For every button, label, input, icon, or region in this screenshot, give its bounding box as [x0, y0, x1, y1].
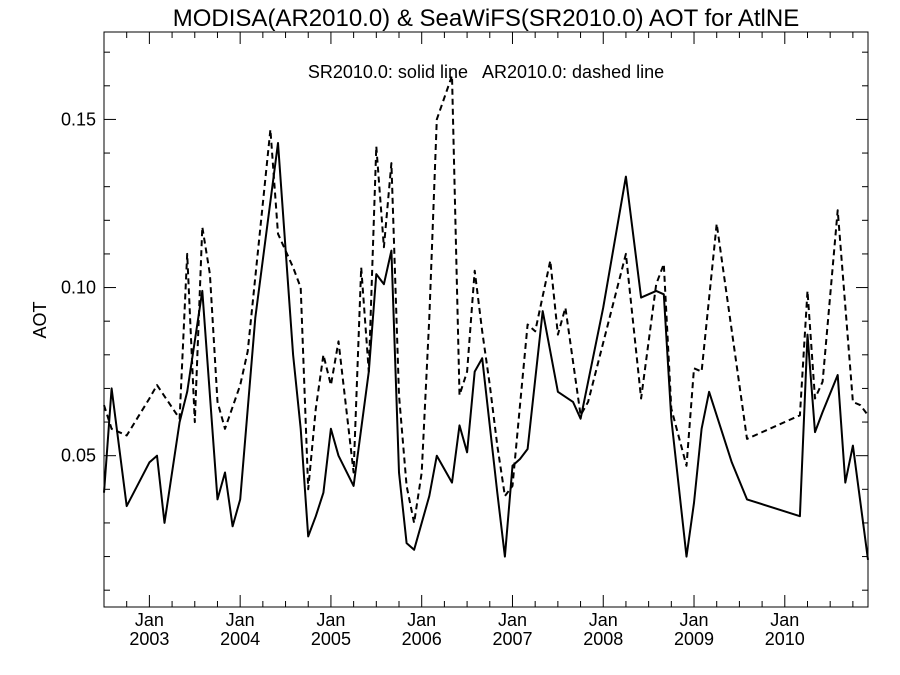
y-axis-ticks: 0.05 0.10 0.15 — [61, 51, 868, 591]
y-axis-label: AOT — [30, 301, 50, 338]
x-tick-label-year: 2003 — [129, 629, 169, 649]
x-tick-label-year: 2008 — [583, 629, 623, 649]
x-tick-label-year: 2005 — [311, 629, 351, 649]
x-tick-label-month: Jan — [680, 610, 709, 630]
x-axis-ticks: Jan2003Jan2004Jan2005Jan2006Jan2007Jan20… — [126, 32, 854, 649]
x-tick-label-month: Jan — [135, 610, 164, 630]
x-tick-label-year: 2006 — [402, 629, 442, 649]
x-tick-label-month: Jan — [589, 610, 618, 630]
x-tick-label-year: 2009 — [674, 629, 714, 649]
x-tick-label-month: Jan — [407, 610, 436, 630]
x-tick-label-year: 2004 — [220, 629, 260, 649]
x-tick-label-year: 2007 — [492, 629, 532, 649]
x-tick-label-month: Jan — [316, 610, 345, 630]
x-tick-label-month: Jan — [770, 610, 799, 630]
y-tick-label: 0.10 — [61, 278, 96, 298]
x-tick-label-year: 2010 — [765, 629, 805, 649]
plot-frame — [103, 31, 869, 608]
series-layer — [103, 74, 869, 561]
x-tick-label-month: Jan — [498, 610, 527, 630]
series-line-ar2010-0 — [103, 74, 869, 524]
y-tick-label: 0.15 — [61, 109, 96, 129]
series-line-sr2010-0 — [103, 142, 869, 561]
chart-title: MODISA(AR2010.0) & SeaWiFS(SR2010.0) AOT… — [173, 5, 799, 32]
y-tick-label: 0.05 — [61, 446, 96, 466]
x-tick-label-month: Jan — [226, 610, 255, 630]
chart-annotation: SR2010.0: solid line AR2010.0: dashed li… — [308, 62, 664, 82]
